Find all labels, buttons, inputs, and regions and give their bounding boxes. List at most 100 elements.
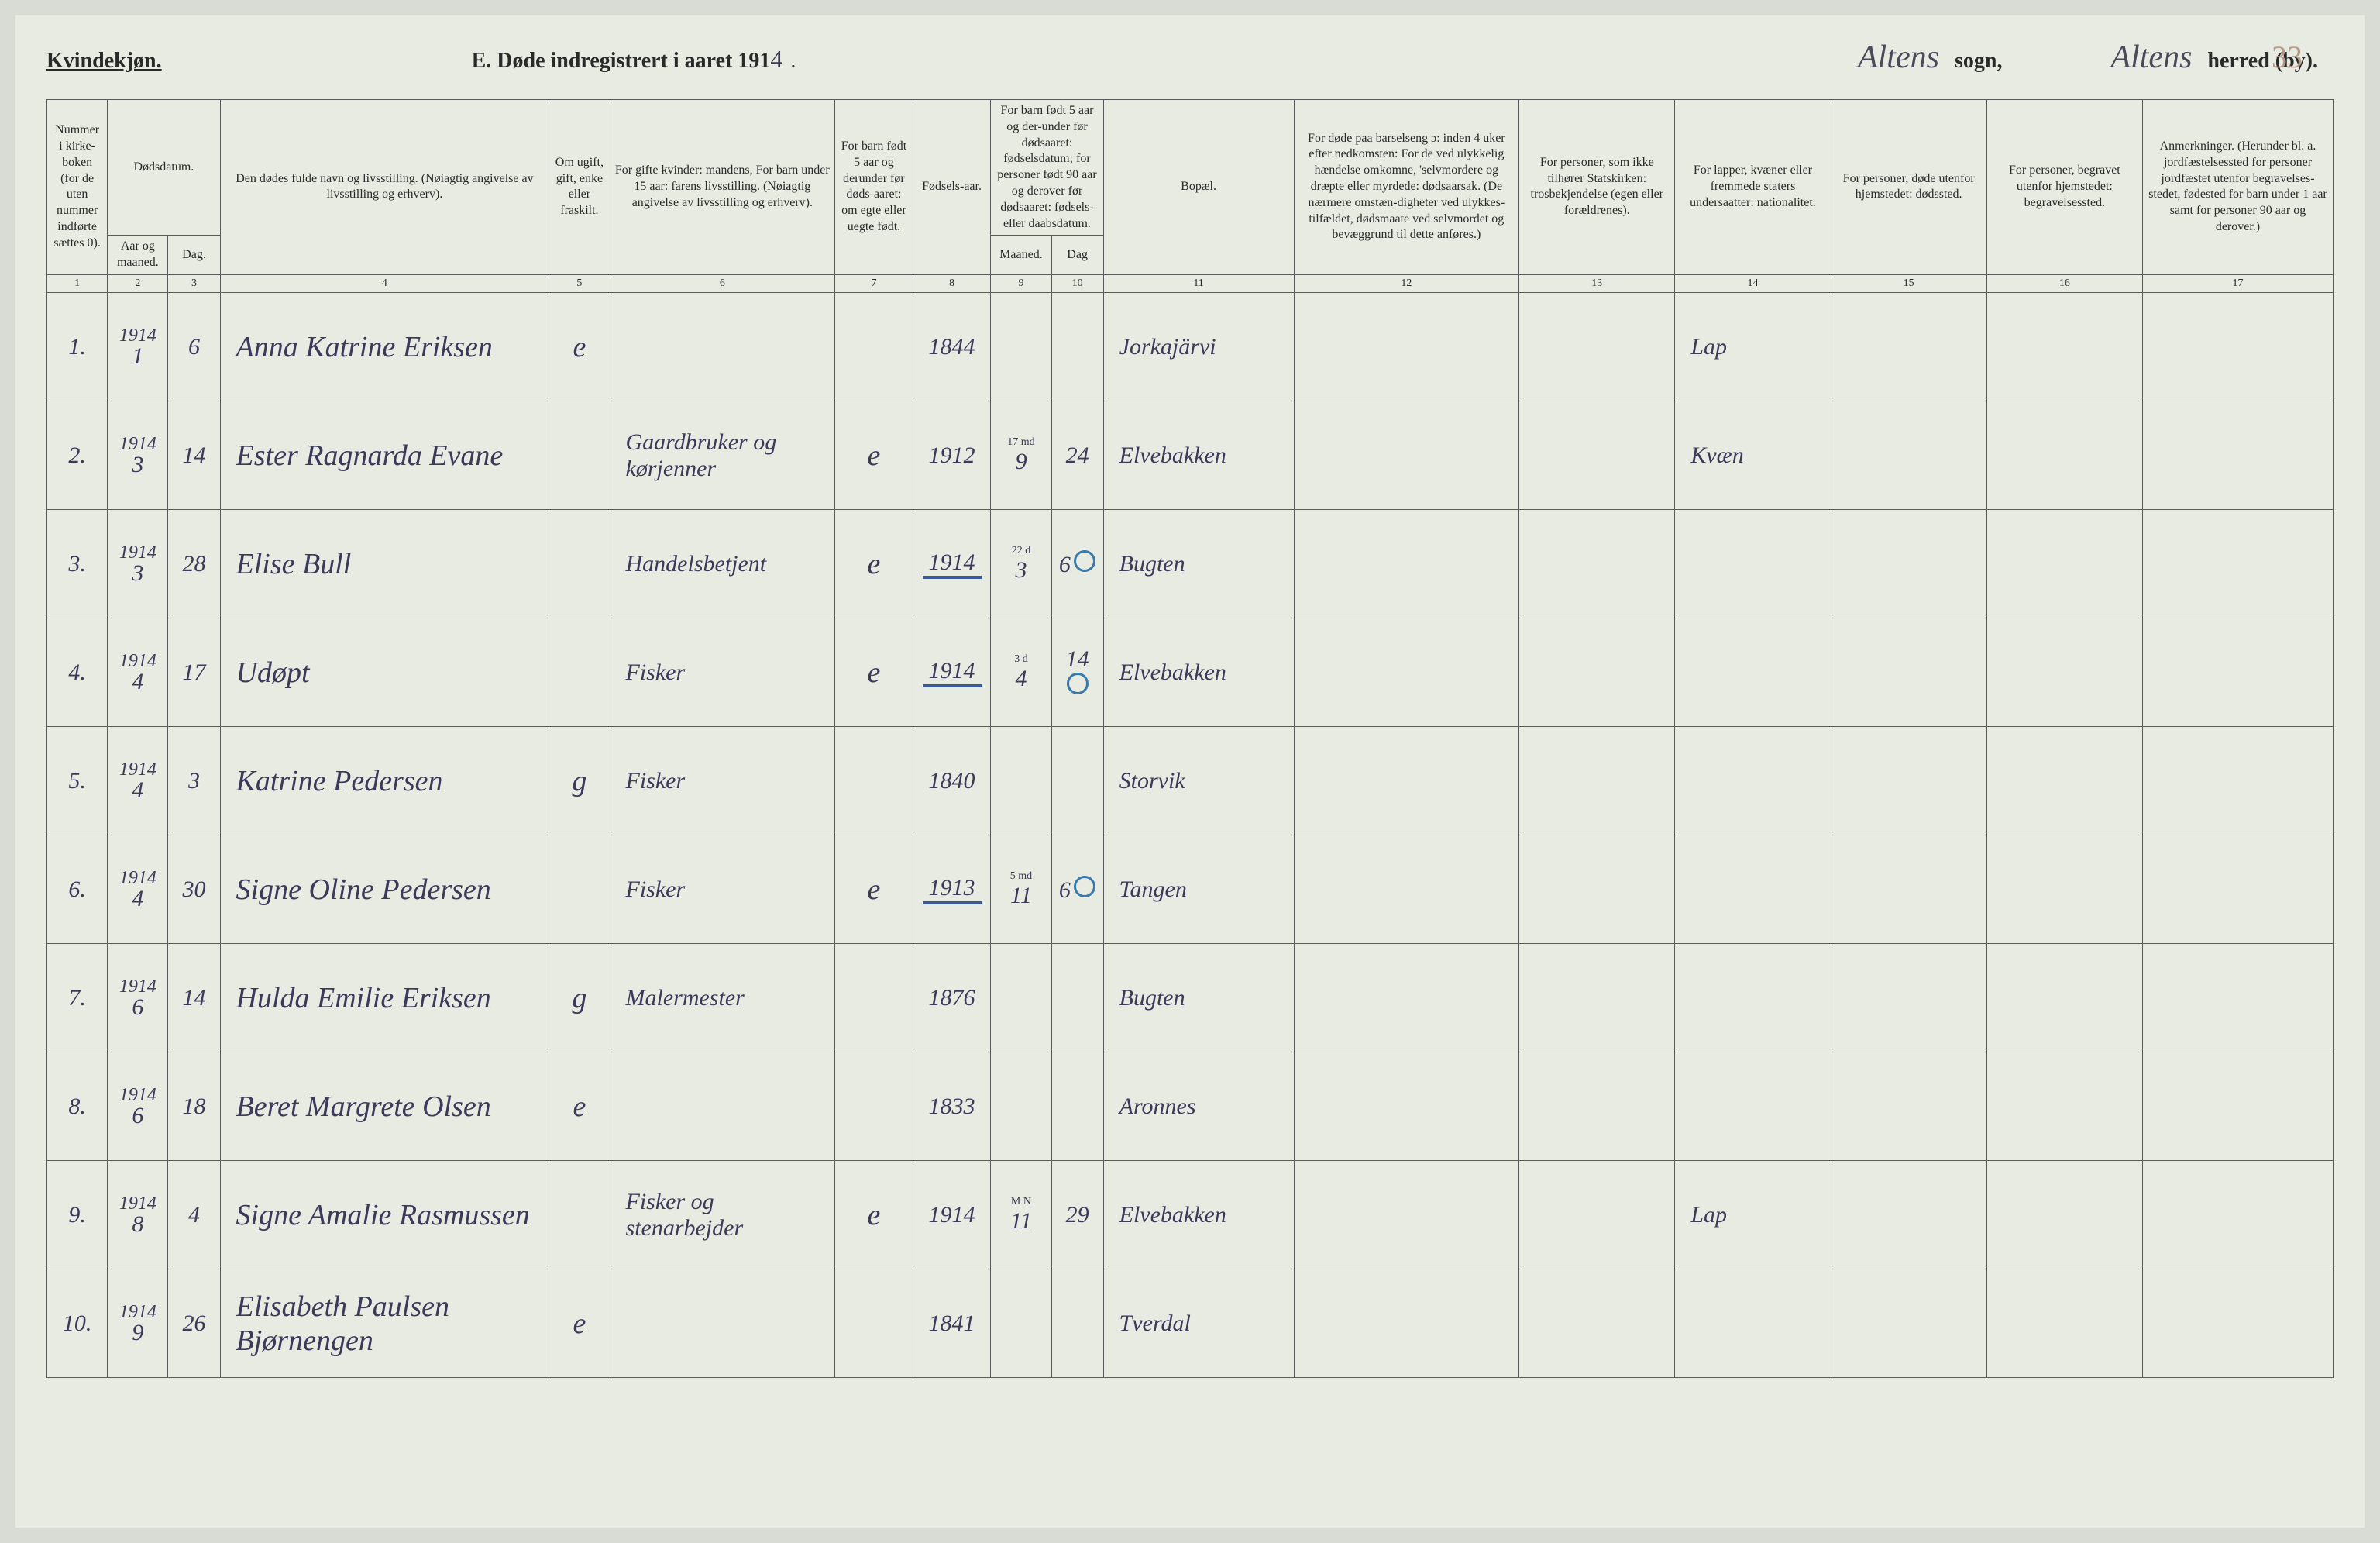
column-number: 4 bbox=[220, 274, 549, 292]
cell: 3 bbox=[168, 727, 220, 835]
cell: g bbox=[549, 944, 610, 1052]
cell bbox=[1675, 944, 1831, 1052]
column-number: 6 bbox=[610, 274, 835, 292]
cell bbox=[2142, 293, 2333, 401]
column-number: 11 bbox=[1103, 274, 1294, 292]
column-number: 14 bbox=[1675, 274, 1831, 292]
cell bbox=[1294, 401, 1519, 510]
col-14-header: For lapper, kvæner eller fremmede stater… bbox=[1675, 100, 1831, 275]
cell: e bbox=[549, 1269, 610, 1378]
cell: Katrine Pedersen bbox=[220, 727, 549, 835]
col-1-header: Nummer i kirke-boken (for de uten nummer… bbox=[47, 100, 108, 275]
title-prefix: E. Døde indregistrert i aaret 191 bbox=[472, 49, 771, 74]
cell: 5 md11 bbox=[991, 835, 1051, 944]
cell: Gaardbruker og kørjenner bbox=[610, 401, 835, 510]
cell bbox=[1986, 401, 2142, 510]
cell bbox=[1294, 1161, 1519, 1269]
cell: 19141 bbox=[108, 293, 168, 401]
cell: 6 bbox=[1051, 510, 1103, 618]
cell bbox=[1294, 835, 1519, 944]
col-6-header: For gifte kvinder: mandens, For barn und… bbox=[610, 100, 835, 275]
col-15-header: For personer, døde utenfor hjemstedet: d… bbox=[1831, 100, 1986, 275]
cell bbox=[1675, 1052, 1831, 1161]
table-row: 5.191443Katrine PedersengFisker1840Storv… bbox=[47, 727, 2334, 835]
cell: 5. bbox=[47, 727, 108, 835]
cell bbox=[1675, 618, 1831, 727]
col-10-sub: Dag bbox=[1051, 236, 1103, 275]
cell: Anna Katrine Eriksen bbox=[220, 293, 549, 401]
cell: Fisker bbox=[610, 618, 835, 727]
cell: 1841 bbox=[913, 1269, 991, 1378]
cell bbox=[549, 510, 610, 618]
cell bbox=[1294, 1052, 1519, 1161]
table-row: 8.1914618Beret Margrete Olsene1833Aronne… bbox=[47, 1052, 2334, 1161]
cell: 9. bbox=[47, 1161, 108, 1269]
cell bbox=[1294, 727, 1519, 835]
table-row: 3.1914328Elise BullHandelsbetjente191422… bbox=[47, 510, 2334, 618]
cell: 1833 bbox=[913, 1052, 991, 1161]
cell bbox=[1831, 1161, 1986, 1269]
table-row: 1.191416Anna Katrine Eriksene1844Jorkajä… bbox=[47, 293, 2334, 401]
column-number: 7 bbox=[835, 274, 913, 292]
cell bbox=[2142, 944, 2333, 1052]
cell: Signe Oline Pedersen bbox=[220, 835, 549, 944]
cell bbox=[2142, 1161, 2333, 1269]
cell bbox=[1294, 618, 1519, 727]
cell bbox=[1986, 944, 2142, 1052]
cell: Malermester bbox=[610, 944, 835, 1052]
year-suffix: 4 bbox=[770, 45, 782, 74]
cell: 1914 bbox=[913, 1161, 991, 1269]
cell bbox=[1519, 835, 1675, 944]
cell bbox=[2142, 618, 2333, 727]
cell bbox=[1294, 944, 1519, 1052]
col-4-header: Den dødes fulde navn og livsstilling. (N… bbox=[220, 100, 549, 275]
cell: 19146 bbox=[108, 944, 168, 1052]
cell bbox=[549, 618, 610, 727]
cell: 14 bbox=[1051, 618, 1103, 727]
cell: 10. bbox=[47, 1269, 108, 1378]
cell bbox=[1519, 618, 1675, 727]
column-number: 2 bbox=[108, 274, 168, 292]
cell: Elisabeth Paulsen Bjørnengen bbox=[220, 1269, 549, 1378]
cell: Fisker og stenarbejder bbox=[610, 1161, 835, 1269]
cell bbox=[991, 944, 1051, 1052]
cell: 14 bbox=[168, 401, 220, 510]
cell bbox=[1294, 293, 1519, 401]
cell: 19144 bbox=[108, 835, 168, 944]
cell bbox=[1831, 727, 1986, 835]
cell bbox=[1519, 1052, 1675, 1161]
cell: Signe Amalie Rasmussen bbox=[220, 1161, 549, 1269]
cell: M N11 bbox=[991, 1161, 1051, 1269]
cell bbox=[835, 727, 913, 835]
cell bbox=[991, 727, 1051, 835]
cell: 24 bbox=[1051, 401, 1103, 510]
cell: e bbox=[835, 1161, 913, 1269]
cell: e bbox=[549, 1052, 610, 1161]
cell bbox=[1519, 510, 1675, 618]
col-13-header: For personer, som ikke tilhører Statskir… bbox=[1519, 100, 1675, 275]
table-row: 4.1914417UdøptFiskere19143 d414 Elvebakk… bbox=[47, 618, 2334, 727]
column-number: 13 bbox=[1519, 274, 1675, 292]
cell bbox=[2142, 1269, 2333, 1378]
cell: 6. bbox=[47, 835, 108, 944]
cell: e bbox=[835, 510, 913, 618]
cell: 2. bbox=[47, 401, 108, 510]
table-body: 1.191416Anna Katrine Eriksene1844Jorkajä… bbox=[47, 293, 2334, 1378]
cell: 4. bbox=[47, 618, 108, 727]
cell bbox=[1519, 401, 1675, 510]
cell bbox=[1831, 293, 1986, 401]
cell bbox=[610, 1269, 835, 1378]
cell: 17 bbox=[168, 618, 220, 727]
cell bbox=[610, 293, 835, 401]
cell bbox=[1519, 293, 1675, 401]
cell: 7. bbox=[47, 944, 108, 1052]
cell: 26 bbox=[168, 1269, 220, 1378]
cell bbox=[835, 1269, 913, 1378]
cell bbox=[835, 944, 913, 1052]
cell bbox=[1831, 401, 1986, 510]
cell bbox=[1519, 944, 1675, 1052]
table-row: 7.1914614Hulda Emilie EriksengMalermeste… bbox=[47, 944, 2334, 1052]
column-number: 8 bbox=[913, 274, 991, 292]
cell: 1840 bbox=[913, 727, 991, 835]
column-number: 17 bbox=[2142, 274, 2333, 292]
